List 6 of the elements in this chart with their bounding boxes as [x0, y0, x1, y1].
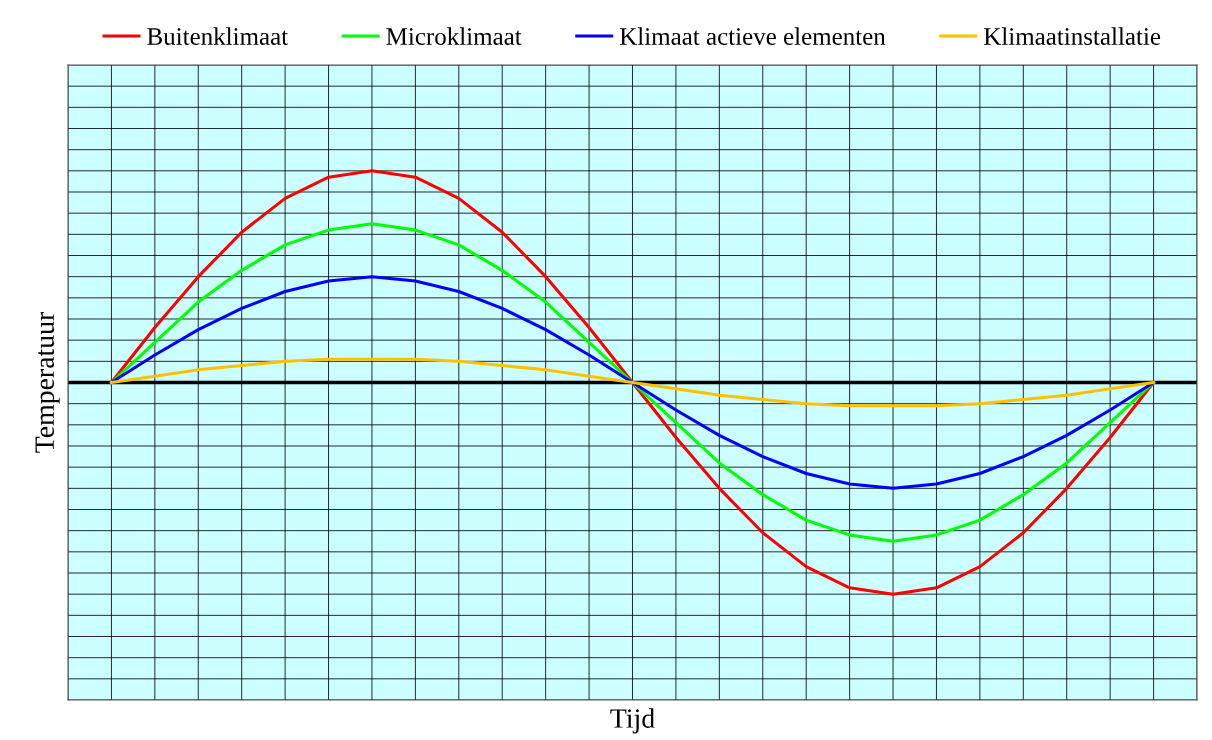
legend-label: Buitenklimaat — [147, 27, 288, 45]
legend-label: Klimaatinstallatie — [983, 27, 1161, 45]
legend-label: Klimaat actieve elementen — [619, 27, 886, 45]
legend-label: Microklimaat — [386, 27, 522, 45]
y-axis-title: Temperatuur — [35, 311, 60, 453]
x-axis-title: Tijd — [610, 708, 655, 734]
